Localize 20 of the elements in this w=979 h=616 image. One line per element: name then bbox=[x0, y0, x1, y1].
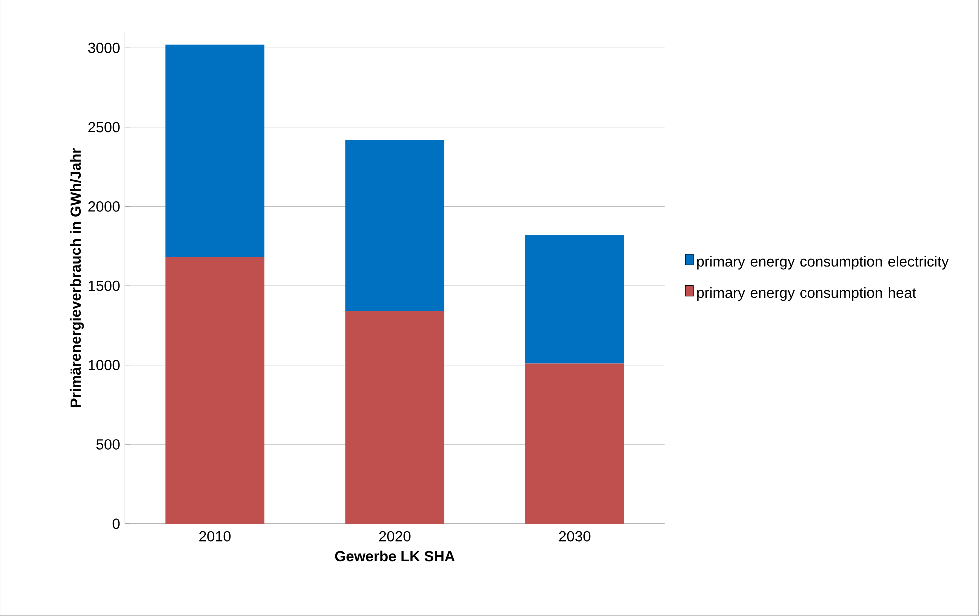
bar bbox=[525, 364, 624, 524]
bar bbox=[166, 257, 265, 524]
x-axis-title: Gewerbe LK SHA bbox=[335, 550, 455, 562]
y-tick-label: 1000 bbox=[88, 360, 120, 370]
x-tick-label: 2020 bbox=[379, 531, 411, 542]
y-tick-label: 500 bbox=[96, 439, 120, 450]
bar bbox=[525, 235, 624, 364]
x-tick-label: 2030 bbox=[559, 531, 591, 542]
y-tick-label: 3000 bbox=[88, 42, 120, 54]
y-tick-label: 1500 bbox=[88, 280, 120, 292]
y-tick-label: 2500 bbox=[88, 122, 120, 133]
y-axis-title: Primärenergieverbrauch in GWh/Jahr bbox=[70, 148, 84, 407]
legend-label: primary energy consumption electricity bbox=[697, 256, 950, 270]
x-tick-label: 2010 bbox=[200, 531, 231, 542]
y-tick-label: 2000 bbox=[88, 201, 120, 212]
bar bbox=[346, 311, 445, 524]
y-tick-label: 0 bbox=[112, 518, 120, 530]
bar bbox=[166, 44, 265, 258]
legend-label: primary energy consumption heat bbox=[697, 287, 916, 301]
bar bbox=[346, 140, 445, 312]
